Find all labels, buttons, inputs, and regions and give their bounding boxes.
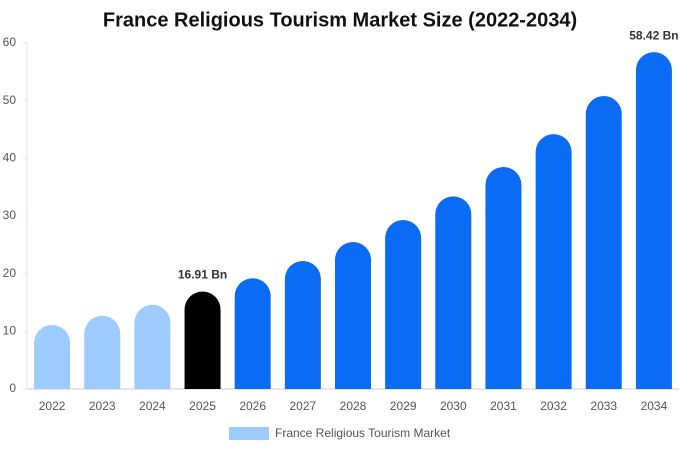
x-tick-label: 2033 <box>590 399 617 413</box>
chart-title: France Religious Tourism Market Size (20… <box>103 9 577 31</box>
x-tick-label: 2026 <box>239 399 266 413</box>
bar <box>435 196 472 389</box>
x-tick-label: 2029 <box>390 399 417 413</box>
x-tick-label: 2027 <box>289 399 316 413</box>
bar <box>284 260 321 389</box>
bar <box>234 278 271 389</box>
bar <box>635 52 672 390</box>
y-tick-label: 30 <box>3 208 17 222</box>
bar <box>134 304 171 389</box>
x-tick-label: 2032 <box>540 399 567 413</box>
x-tick-label: 2023 <box>89 399 116 413</box>
bar <box>84 315 121 389</box>
legend-swatch <box>229 427 269 440</box>
y-tick-label: 50 <box>3 93 17 107</box>
bar <box>535 134 572 389</box>
x-tick-label: 2034 <box>641 399 668 413</box>
bar <box>585 96 622 389</box>
x-tick-label: 2028 <box>340 399 367 413</box>
x-tick-label: 2025 <box>189 399 216 413</box>
y-tick-label: 40 <box>3 151 17 165</box>
bar <box>485 166 522 389</box>
bar <box>34 324 71 389</box>
bar <box>184 291 221 389</box>
y-tick-label: 0 <box>9 381 16 395</box>
bar <box>335 241 371 389</box>
value-label: 58.42 Bn <box>629 28 678 42</box>
bar <box>385 220 422 389</box>
x-tick-label: 2031 <box>490 399 517 413</box>
x-tick-label: 2024 <box>139 399 166 413</box>
x-tick-label: 2030 <box>440 399 467 413</box>
y-tick-label: 60 <box>3 35 17 49</box>
x-tick-label: 2022 <box>39 399 66 413</box>
y-tick-label: 20 <box>3 266 17 280</box>
y-tick-label: 10 <box>3 324 17 338</box>
value-label: 16.91 Bn <box>178 268 227 282</box>
legend-label: France Religious Tourism Market <box>275 426 451 440</box>
